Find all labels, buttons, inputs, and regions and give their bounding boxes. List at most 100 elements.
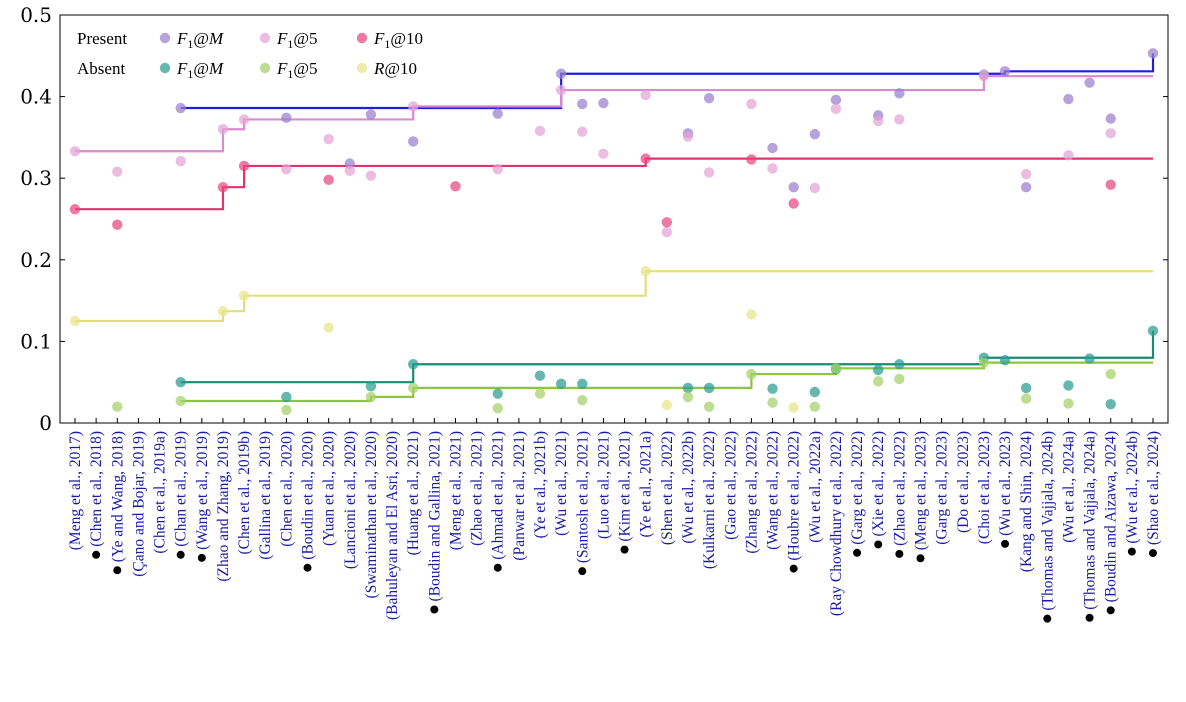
data-point-p_f1m [598,97,609,109]
data-point-p_f15 [344,165,355,177]
data-point-p_f15 [217,124,229,135]
x-tick-label: (Wu et al., 2022b) [680,431,697,544]
data-point-p_f1m [1020,181,1032,193]
data-point-a_f15 [978,357,990,368]
data-point-a_r10 [238,290,250,301]
data-point-a_r10 [661,399,673,411]
data-point-a_f1m [767,383,778,394]
x-tick-label: (Yuan et al., 2020) [321,431,338,546]
legend-swatch-a_f1m [159,62,171,74]
data-points [69,48,1159,416]
data-point-a_f1m [999,354,1011,366]
x-tick-label: (Chen et al., 2019b) [236,431,253,555]
data-point-p_f110 [746,154,757,165]
x-tick-label: (Wu et al., 2024a) [1060,431,1077,543]
data-point-p_f1m [281,112,292,124]
data-point-a_r10 [640,266,651,277]
x-tick-label: (Huang et al., 2021) [405,431,422,555]
marker-dot [874,540,883,549]
data-point-a_f1m [703,382,715,394]
x-tick-label: (Wu et al., 2021) [553,431,570,536]
data-point-p_f15 [809,182,821,194]
data-point-p_f15 [598,148,609,159]
x-tick-label: (Xie et al., 2022) [870,431,887,536]
data-point-a_f15 [534,388,546,399]
x-tick-label: (Choi et al., 2023) [976,431,993,544]
marker-dot [895,549,904,558]
marker-dot [789,564,798,573]
data-point-a_r10 [746,309,757,320]
data-point-a_r10 [69,315,81,327]
legend-swatch-p_f15 [259,32,271,44]
data-point-a_f1m [577,378,588,390]
x-tick-label: (Bahuleyan and El Asri, 2020) [384,431,401,620]
data-point-p_f15 [281,164,292,175]
x-tick-label: (Meng et al., 2023) [912,431,929,550]
x-tick-label: (Zhang et al., 2022) [743,431,760,554]
x-axis: (Meng et al., 2017) (Chen et al., 2018) (Y… [67,418,1162,623]
data-point-p_f15 [830,103,842,115]
data-point-p_f1m [555,68,567,79]
x-tick-label: (Do et al., 2023) [955,431,972,533]
marker-dot [92,550,101,559]
marker-dot [493,563,502,572]
x-tick-label: (Swaminathan et al., 2020) [363,431,380,598]
frontier-lines [75,53,1155,403]
data-point-p_f15 [69,146,81,157]
data-point-p_f15 [767,163,778,174]
data-point-p_f15 [640,89,651,101]
data-point-a_f1m [1020,382,1032,394]
data-point-a_f1m [894,359,905,370]
data-point-a_f1m [1063,380,1074,391]
marker-dot [916,554,925,563]
x-tick-label: (Çano and Bojar, 2019) [130,431,147,577]
data-point-p_f110 [69,204,81,215]
data-point-p_f15 [661,226,673,238]
x-tick-label: (Meng et al., 2021) [447,431,464,550]
data-point-a_f15 [407,382,419,394]
data-point-p_f15 [746,98,757,110]
data-point-a_f15 [175,395,186,407]
frontier-line-a_r10 [75,270,1153,323]
x-tick-label: (Chen et al., 2020) [278,431,295,547]
x-tick-label: (Boudin and Gallina, 2021) [426,431,443,601]
data-point-p_f110 [112,219,123,230]
x-tick-label: (Gallina et al., 2019) [257,431,274,560]
data-point-p_f110 [238,160,250,172]
x-tick-label: (Gao et al., 2022) [722,431,739,540]
legend-label-a_f1m: F1@M [176,59,224,81]
data-point-p_f1m [1147,48,1159,59]
y-tick-label: 0.4 [20,85,52,109]
data-point-a_f15 [682,391,694,403]
marker-dot [1106,606,1115,615]
data-point-p_f1m [999,66,1011,77]
legend-group-label: Present [77,29,127,48]
data-point-p_f15 [534,125,546,137]
marker-dot [578,567,587,576]
x-tick-label: (Kulkarni et al., 2022) [701,431,718,569]
data-point-p_f15 [238,114,250,125]
data-point-p_f15 [112,166,123,177]
legend-swatch-p_f110 [356,32,368,44]
plot-frame [59,14,1169,424]
data-point-p_f1m [175,102,186,114]
legend-label-a_r10: R@10 [373,59,417,78]
y-tick-label: 0.2 [20,248,52,272]
x-tick-label: (Wu et al., 2024b) [1124,431,1141,544]
data-point-a_f15 [873,376,884,387]
data-point-a_f1m [809,386,821,398]
data-point-a_f15 [1020,393,1032,404]
data-point-p_f110 [1105,179,1116,190]
data-point-p_f110 [450,181,461,192]
x-tick-label: (Ray Chowdhury et al., 2022) [828,431,845,616]
x-tick-label: (Boudin and Aizawa, 2024) [1103,431,1120,602]
x-tick-label: (Luo et al., 2021) [595,431,612,539]
data-point-a_f15 [1063,398,1074,409]
marker-dot [1001,539,1010,548]
x-tick-label: (Thomas and Vajjala, 2024a) [1082,431,1099,610]
x-tick-label: (Houbre et al., 2022) [786,431,803,561]
data-point-p_f15 [175,155,186,167]
legend-swatch-p_f1m [159,32,171,44]
x-tick-label: (Garg et al., 2023) [934,431,951,545]
